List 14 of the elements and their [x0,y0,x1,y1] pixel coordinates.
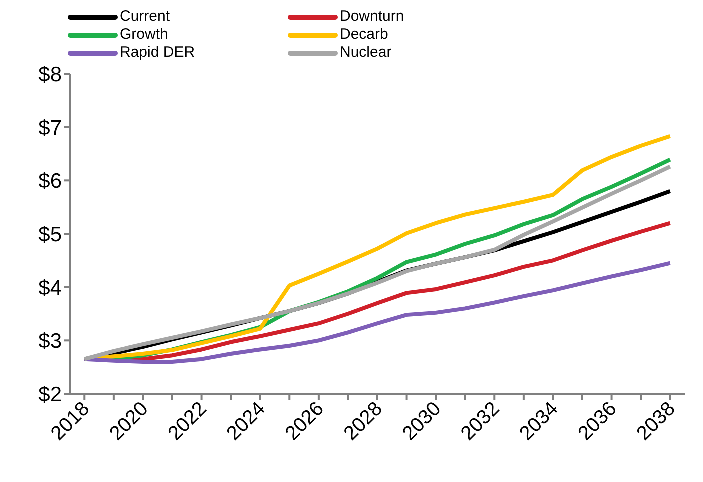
y-tick-label: $4 [38,276,62,300]
y-tick-label: $2 [38,383,62,406]
y-tick-label: $7 [38,116,62,140]
line-series [82,261,672,364]
legend-label: Growth [120,26,168,44]
legend-label: Downturn [340,8,404,26]
legend-label: Nuclear [340,44,392,62]
y-tick-label: $8 [38,63,62,86]
legend-label: Rapid DER [120,44,196,62]
legend-label: Current [120,8,170,26]
y-tick-label: $5 [38,223,62,246]
legend-label: Decarb [340,26,388,44]
y-tick-label: $3 [38,330,62,354]
y-tick-label: $6 [38,170,62,194]
